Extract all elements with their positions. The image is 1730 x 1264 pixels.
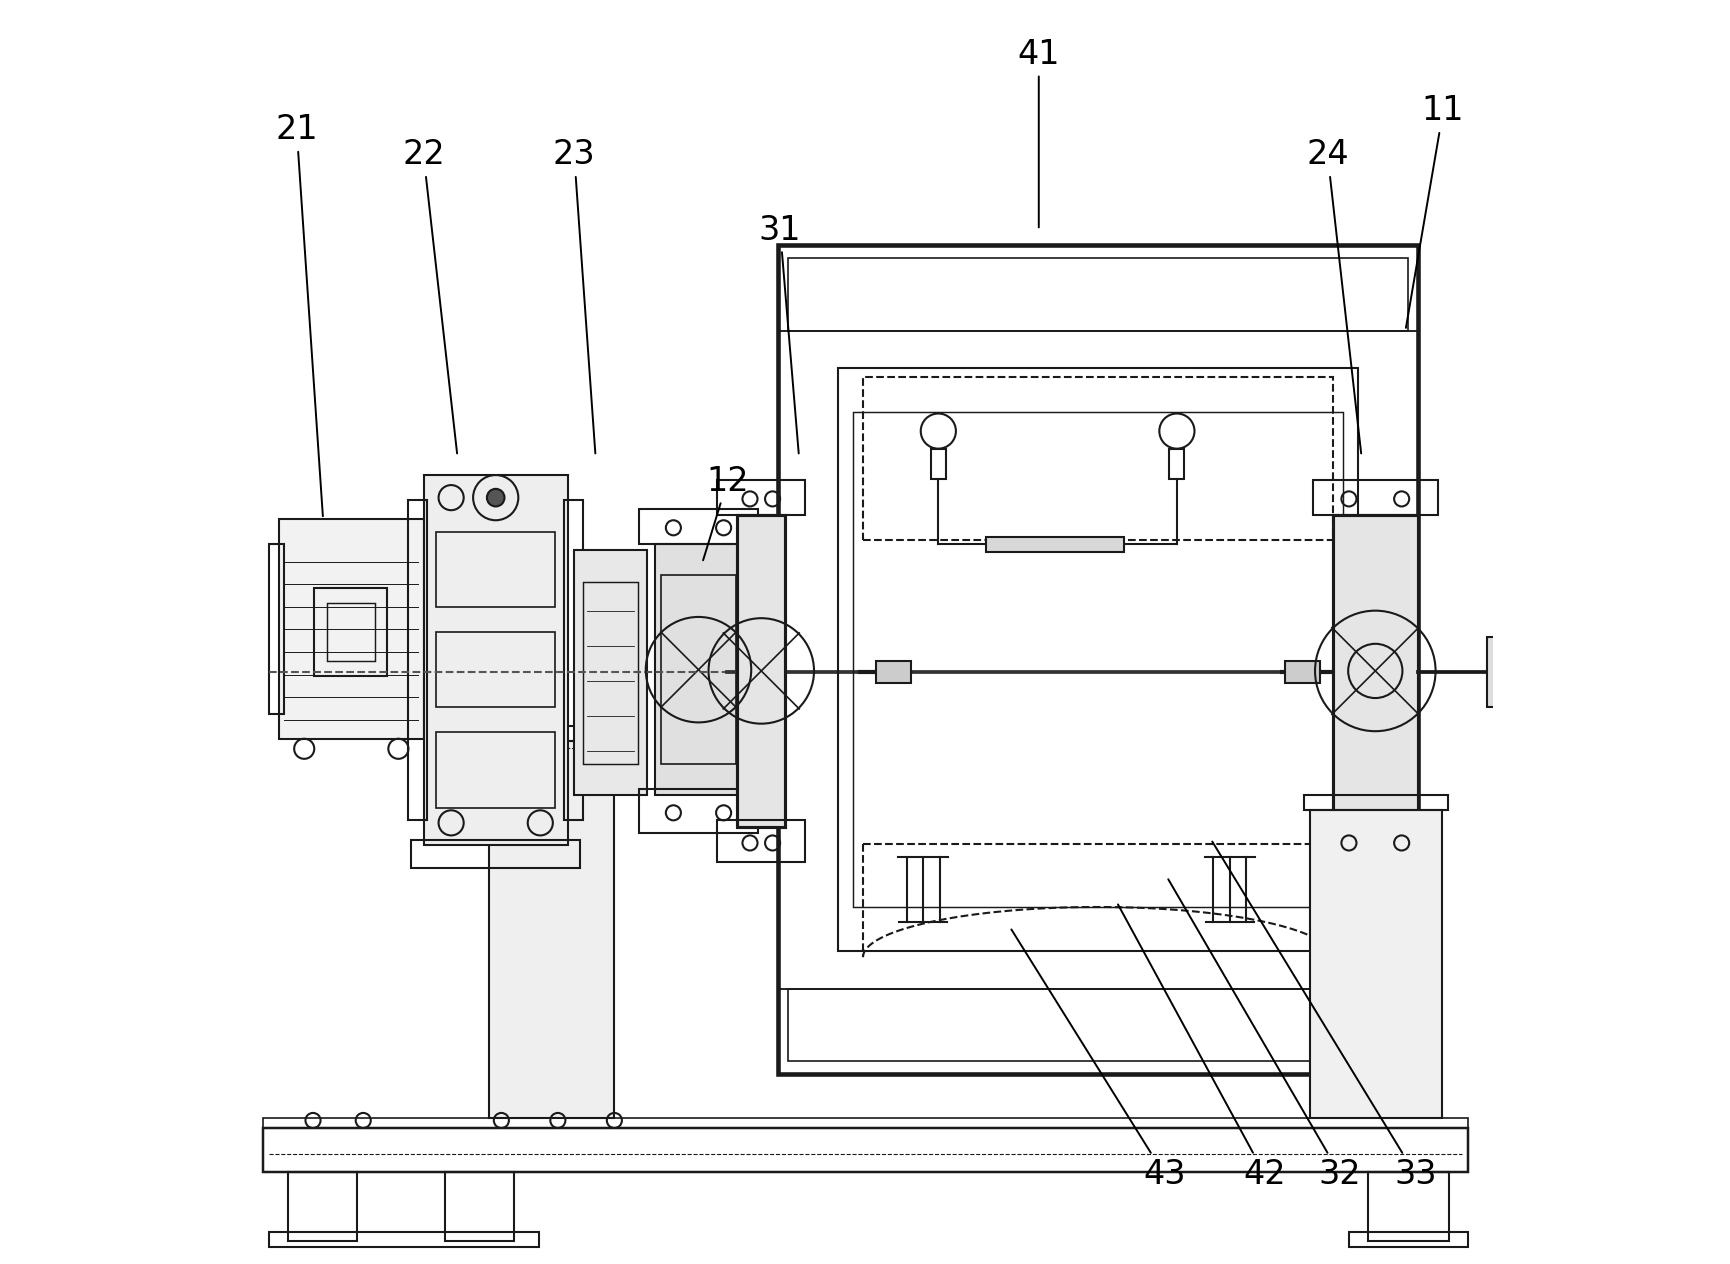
Bar <box>1486 637 1521 708</box>
Text: 32: 32 <box>1168 880 1362 1191</box>
Text: 23: 23 <box>552 138 595 454</box>
Bar <box>931 449 945 479</box>
Bar <box>654 544 742 795</box>
Bar <box>1303 795 1448 810</box>
Bar <box>287 1172 356 1241</box>
Text: 22: 22 <box>401 138 457 454</box>
Bar <box>787 988 1406 1062</box>
Bar <box>1310 810 1441 1117</box>
Text: 41: 41 <box>1017 38 1059 228</box>
Bar <box>1311 820 1438 862</box>
Bar <box>716 820 804 862</box>
Bar <box>638 509 758 544</box>
Bar <box>787 258 1406 331</box>
Bar <box>1169 449 1183 479</box>
Bar <box>986 537 1123 551</box>
Bar <box>408 501 427 820</box>
Bar <box>661 575 735 763</box>
Bar <box>279 520 424 738</box>
Bar <box>436 532 555 607</box>
Bar <box>488 741 614 1117</box>
Bar <box>1348 1232 1467 1248</box>
Text: 33: 33 <box>1211 842 1436 1191</box>
Bar <box>315 588 388 676</box>
Bar <box>863 377 1332 540</box>
Bar <box>837 368 1356 951</box>
Bar <box>737 516 785 827</box>
Bar <box>483 727 621 741</box>
Bar <box>564 501 583 820</box>
Bar <box>638 789 758 833</box>
Bar <box>268 1232 538 1248</box>
Bar <box>410 841 580 868</box>
Bar <box>268 544 284 714</box>
Bar <box>445 1172 514 1241</box>
Text: 11: 11 <box>1405 95 1464 327</box>
Bar <box>1367 1172 1448 1241</box>
Bar <box>777 245 1417 1074</box>
Text: 31: 31 <box>758 214 801 454</box>
Bar <box>853 412 1342 908</box>
Text: 24: 24 <box>1306 138 1360 454</box>
Bar <box>436 732 555 808</box>
Text: 12: 12 <box>702 465 749 560</box>
Bar <box>1332 516 1417 827</box>
Bar <box>263 1127 1467 1172</box>
Bar <box>716 480 804 516</box>
Bar <box>263 1117 1467 1127</box>
Text: 21: 21 <box>275 114 324 516</box>
Bar <box>327 603 374 661</box>
Circle shape <box>486 489 503 507</box>
Bar <box>583 581 638 763</box>
Bar <box>875 661 910 684</box>
Text: 42: 42 <box>1118 905 1285 1191</box>
Bar <box>436 632 555 708</box>
Text: 43: 43 <box>1010 929 1185 1191</box>
Bar <box>424 475 567 846</box>
Bar <box>1311 480 1438 516</box>
Bar <box>1284 661 1320 684</box>
Bar <box>574 550 647 795</box>
